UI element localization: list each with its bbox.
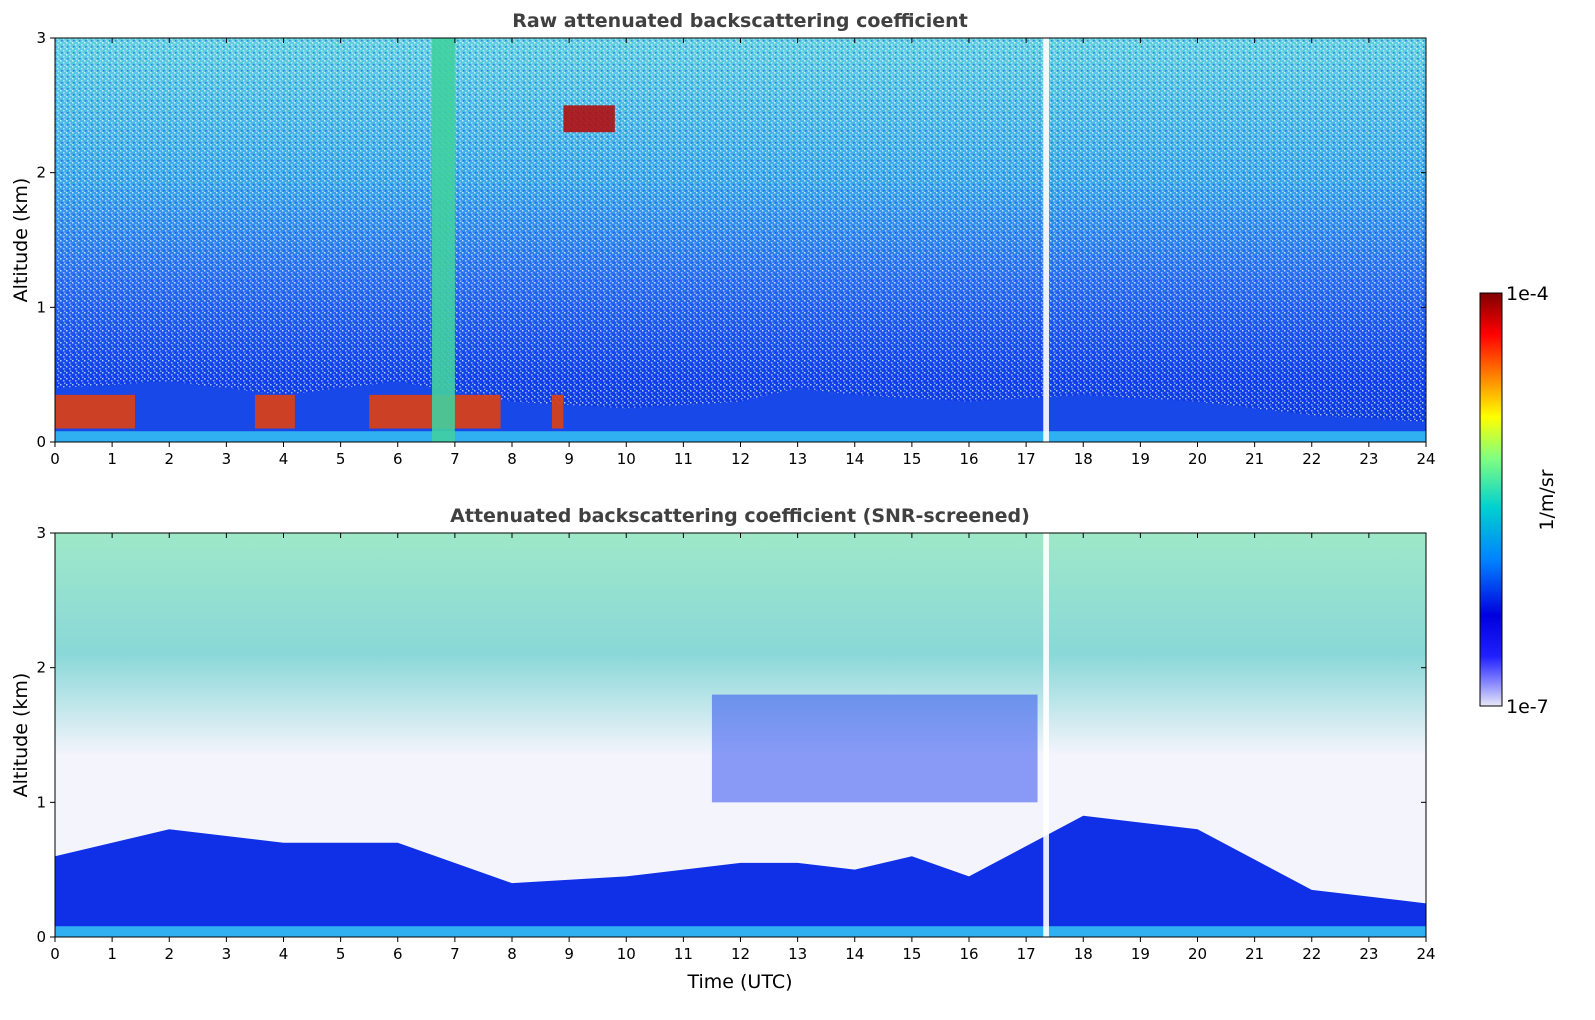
x-tick-label: 9 xyxy=(564,945,574,963)
x-tick-label: 16 xyxy=(959,945,978,963)
surface-band xyxy=(55,926,1426,937)
x-tick-label: 12 xyxy=(731,945,750,963)
backscatter-feature xyxy=(551,394,564,429)
x-tick-label: 0 xyxy=(50,945,60,963)
x-tick-label: 4 xyxy=(279,450,289,468)
x-tick-label: 11 xyxy=(674,945,693,963)
backscatter-feature xyxy=(432,38,455,442)
x-tick-label: 15 xyxy=(902,450,921,468)
x-tick-label: 1 xyxy=(107,945,117,963)
y-tick-label: 0 xyxy=(36,928,46,946)
x-tick-label: 17 xyxy=(1017,945,1036,963)
y-tick-label: 2 xyxy=(36,659,46,677)
colorbar-unit-label: 1/m/sr xyxy=(1536,469,1558,530)
x-tick-label: 20 xyxy=(1188,945,1207,963)
snr-x-axis: 0 1 2 3 4 5 6 7 8 9 10 11 12 13 14 15 16 17 18 19 20 21 22 23 24 xyxy=(50,533,1436,963)
x-tick-label: 17 xyxy=(1017,450,1036,468)
x-tick-label: 9 xyxy=(564,450,574,468)
x-tick-label: 19 xyxy=(1131,450,1150,468)
x-tick-label: 20 xyxy=(1188,450,1207,468)
raw-x-axis: 0 1 2 3 4 5 6 7 8 9 10 11 12 13 14 15 16 17 18 19 20 21 22 23 24 xyxy=(50,38,1436,468)
snr-panel: Attenuated backscattering coefficient (S… xyxy=(10,505,1436,993)
data-gap xyxy=(1043,38,1049,442)
x-tick-label: 5 xyxy=(336,945,346,963)
x-tick-label: 7 xyxy=(450,945,460,963)
backscatter-feature xyxy=(254,394,295,429)
snr-y-axis: 0 1 2 3 xyxy=(36,524,1426,946)
x-tick-label: 0 xyxy=(50,450,60,468)
x-tick-label: 15 xyxy=(902,945,921,963)
x-tick-label: 10 xyxy=(617,945,636,963)
y-tick-label: 0 xyxy=(36,433,46,451)
x-tick-label: 19 xyxy=(1131,945,1150,963)
raw-y-axis: 0 1 2 3 xyxy=(36,29,1426,451)
x-tick-label: 23 xyxy=(1359,945,1378,963)
y-tick-label: 2 xyxy=(36,164,46,182)
y-tick-label: 1 xyxy=(36,298,46,316)
x-tick-label: 3 xyxy=(222,450,232,468)
x-tick-label: 18 xyxy=(1074,945,1093,963)
x-tick-label: 18 xyxy=(1074,450,1093,468)
x-tick-label: 13 xyxy=(788,450,807,468)
x-tick-label: 14 xyxy=(845,450,864,468)
raw-heatmap xyxy=(55,38,1426,442)
x-tick-label: 3 xyxy=(222,945,232,963)
raw-y-axis-label: Altitude (km) xyxy=(10,178,32,303)
colorbar-max-label: 1e-4 xyxy=(1506,283,1549,305)
x-tick-label: 8 xyxy=(507,450,517,468)
backscatter-feature xyxy=(711,694,1038,803)
y-tick-label: 1 xyxy=(36,793,46,811)
colorbar-gradient xyxy=(1479,292,1503,707)
y-tick-label: 3 xyxy=(36,29,46,47)
x-tick-label: 6 xyxy=(393,450,403,468)
x-tick-label: 4 xyxy=(279,945,289,963)
x-tick-label: 10 xyxy=(617,450,636,468)
x-tick-label: 16 xyxy=(959,450,978,468)
x-tick-label: 2 xyxy=(164,450,174,468)
x-tick-label: 11 xyxy=(674,450,693,468)
aerosol-layer xyxy=(55,815,1426,937)
x-tick-label: 8 xyxy=(507,945,517,963)
x-tick-label: 21 xyxy=(1245,945,1264,963)
x-tick-label: 24 xyxy=(1416,945,1435,963)
y-tick-label: 3 xyxy=(36,524,46,542)
x-tick-label: 7 xyxy=(450,450,460,468)
x-tick-label: 2 xyxy=(164,945,174,963)
x-tick-label: 24 xyxy=(1416,450,1435,468)
x-tick-label: 21 xyxy=(1245,450,1264,468)
x-tick-label: 12 xyxy=(731,450,750,468)
x-tick-label: 23 xyxy=(1359,450,1378,468)
raw-panel: Raw attenuated backscattering coefficien… xyxy=(10,10,1436,468)
x-tick-label: 5 xyxy=(336,450,346,468)
snr-heatmap xyxy=(55,533,1426,937)
surface-band xyxy=(55,431,1426,442)
colorbar: 1e-4 1e-7 1/m/sr xyxy=(1479,283,1558,718)
x-tick-label: 22 xyxy=(1302,450,1321,468)
data-gap xyxy=(1043,533,1049,937)
x-tick-label: 6 xyxy=(393,945,403,963)
snr-panel-title: Attenuated backscattering coefficient (S… xyxy=(450,505,1030,527)
x-tick-label: 13 xyxy=(788,945,807,963)
backscatter-feature xyxy=(55,394,135,429)
raw-panel-title: Raw attenuated backscattering coefficien… xyxy=(512,10,968,32)
backscatter-feature xyxy=(563,105,615,133)
x-axis-label: Time (UTC) xyxy=(686,971,792,993)
colorbar-min-label: 1e-7 xyxy=(1506,696,1549,718)
x-tick-label: 1 xyxy=(107,450,117,468)
x-tick-label: 22 xyxy=(1302,945,1321,963)
snr-y-axis-label: Altitude (km) xyxy=(10,673,32,798)
x-tick-label: 14 xyxy=(845,945,864,963)
